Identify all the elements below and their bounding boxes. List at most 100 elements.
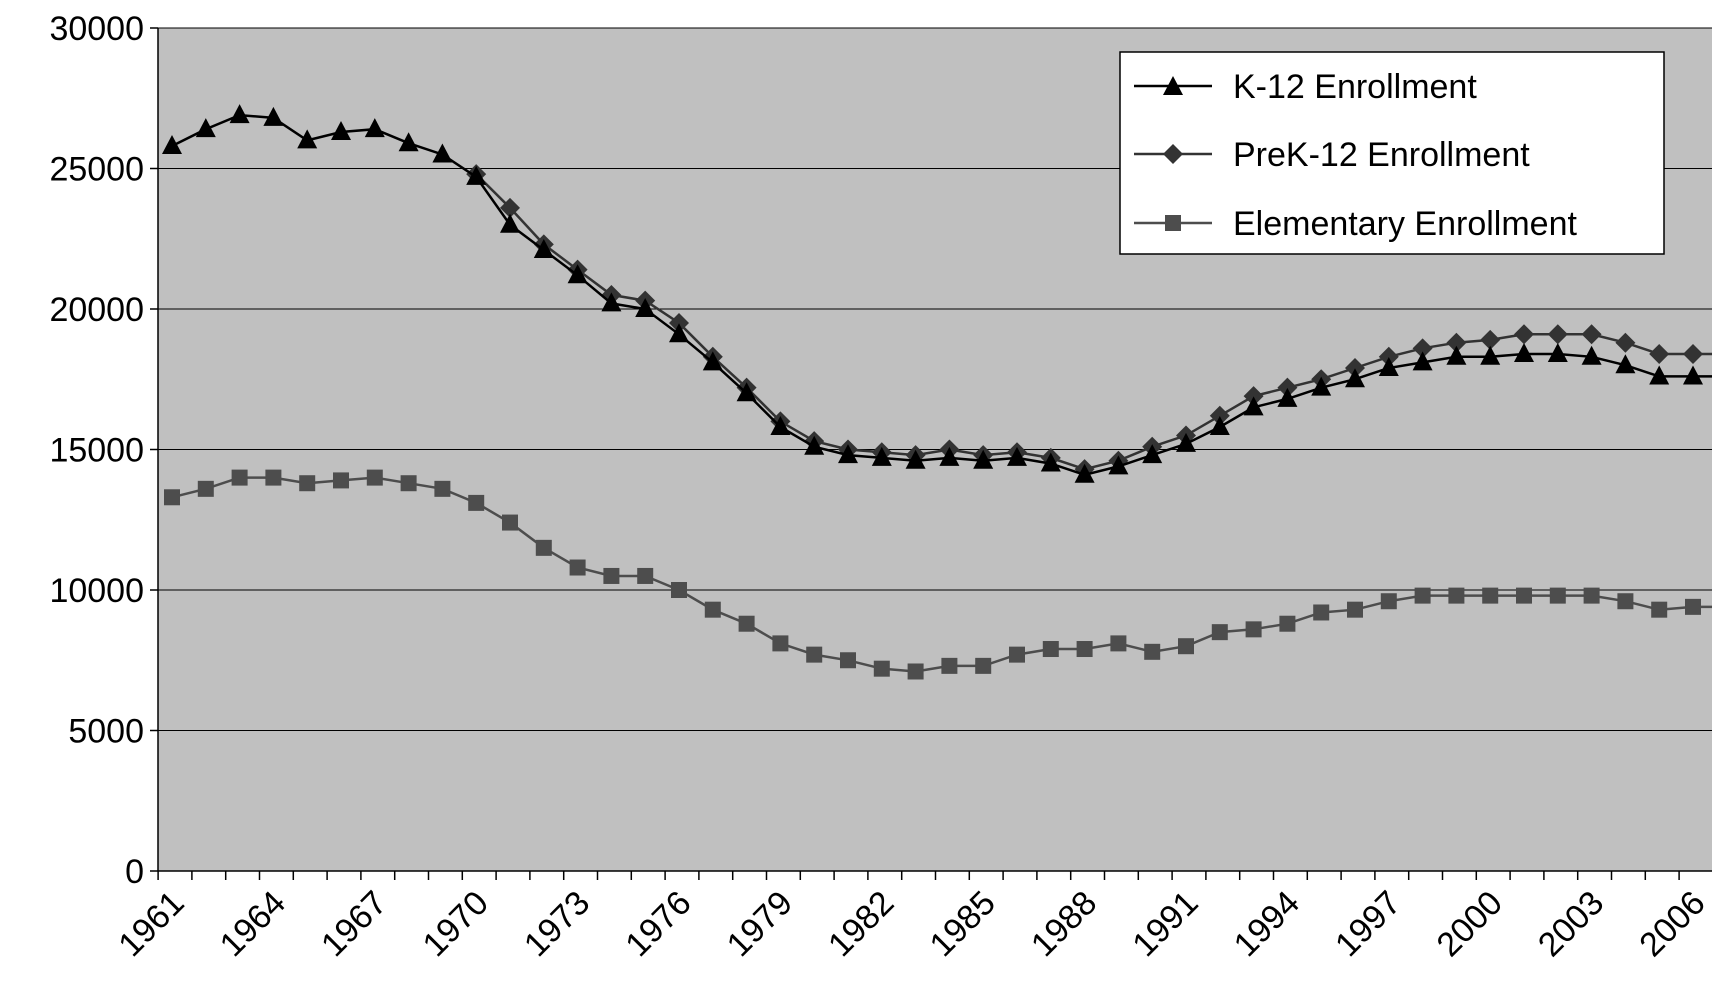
- data-point-elementary: [1042, 641, 1059, 658]
- data-point-k12: [905, 449, 926, 469]
- gridlines: [158, 27, 1712, 731]
- data-point-elementary: [366, 469, 383, 486]
- legend-entry-elementary: Elementary Enrollment: [1134, 205, 1577, 243]
- data-point-elementary: [1110, 635, 1127, 652]
- data-point-prek12: [500, 197, 520, 218]
- legend-label-elementary: Elementary Enrollment: [1233, 205, 1577, 243]
- data-point-elementary: [1009, 646, 1025, 663]
- data-point-elementary: [907, 663, 924, 680]
- data-point-k12: [1378, 357, 1399, 377]
- data-point-elementary: [1651, 601, 1668, 618]
- data-point-k12: [1209, 416, 1230, 436]
- data-point-k12: [1142, 444, 1163, 464]
- data-point-k12: [1412, 351, 1433, 371]
- data-point-elementary: [806, 646, 823, 663]
- data-point-k12: [669, 323, 689, 343]
- series-layer: [162, 104, 1712, 680]
- data-point-elementary: [1617, 593, 1634, 610]
- data-point-prek12: [1412, 338, 1433, 359]
- data-point-k12: [804, 435, 825, 455]
- x-tick-label: 2003: [1531, 884, 1611, 964]
- x-tick-label: 1994: [1227, 884, 1307, 964]
- data-point-elementary: [1347, 601, 1363, 618]
- legend-entry-prek12: PreK-12 Enrollment: [1134, 136, 1530, 174]
- square-marker-icon: [1165, 215, 1181, 231]
- data-point-k12: [838, 444, 858, 464]
- x-tick-label: 1976: [618, 884, 698, 964]
- x-tick-label: 1988: [1024, 884, 1104, 964]
- x-tick-labels: 1961 1964 1967 1970 1973 1976 1979 1982 1985 1988…: [111, 884, 1712, 964]
- data-point-elementary: [1516, 587, 1532, 604]
- data-point-elementary: [772, 635, 789, 652]
- series-k12: [162, 104, 1712, 483]
- data-point-k12: [973, 449, 994, 469]
- data-point-k12: [500, 213, 520, 233]
- data-point-elementary: [941, 657, 958, 674]
- data-point-k12: [871, 446, 892, 466]
- legend-label-k12: K-12 Enrollment: [1233, 68, 1477, 106]
- data-point-elementary: [1448, 587, 1465, 604]
- y-tick-labels: 0 5000 10000 15000 20000 25000 30000: [49, 10, 144, 891]
- data-point-k12: [1615, 354, 1636, 374]
- x-tick-label: 1967: [314, 884, 394, 964]
- data-point-k12: [432, 143, 453, 163]
- data-point-prek12: [1378, 346, 1399, 367]
- x-tick-label: 2006: [1632, 884, 1712, 964]
- data-point-elementary: [1313, 604, 1330, 621]
- x-tick-label: 2000: [1430, 884, 1510, 964]
- data-point-elementary: [265, 469, 282, 486]
- data-point-k12: [1345, 368, 1365, 388]
- data-point-k12: [1108, 455, 1129, 475]
- data-point-k12: [466, 165, 487, 185]
- data-point-k12: [1649, 365, 1670, 385]
- data-point-elementary: [1549, 587, 1566, 604]
- data-point-k12: [1007, 446, 1027, 466]
- data-point-elementary: [164, 489, 180, 506]
- legend: K-12 Enrollment PreK-12 Enrollment Eleme…: [1119, 51, 1665, 255]
- data-point-elementary: [468, 494, 485, 511]
- data-point-elementary: [1414, 587, 1431, 604]
- data-point-k12: [1176, 432, 1196, 452]
- data-point-elementary: [975, 657, 992, 674]
- data-point-prek12: [1547, 324, 1568, 345]
- y-tick-label: 30000: [49, 10, 144, 48]
- data-point-k12: [736, 382, 757, 402]
- triangle-marker-icon: [1163, 76, 1183, 95]
- data-point-elementary: [1211, 624, 1228, 641]
- data-point-prek12: [669, 313, 689, 334]
- x-tick-label: 1970: [416, 884, 496, 964]
- data-point-prek12: [1514, 324, 1534, 345]
- data-point-k12: [297, 129, 318, 149]
- x-tick-label: 1973: [517, 884, 597, 964]
- data-point-elementary: [738, 615, 755, 632]
- data-point-elementary: [333, 472, 349, 489]
- data-point-elementary: [637, 567, 654, 584]
- data-point-prek12: [1345, 358, 1365, 379]
- data-point-k12: [1277, 387, 1298, 407]
- series-elementary: [164, 469, 1712, 680]
- data-point-elementary: [704, 601, 721, 618]
- data-point-k12: [331, 120, 351, 140]
- data-point-prek12: [1683, 343, 1703, 364]
- x-tick-label: 1985: [923, 884, 1003, 964]
- x-tick-label: 1979: [720, 884, 800, 964]
- data-point-elementary: [1076, 641, 1093, 658]
- data-point-elementary: [434, 480, 451, 497]
- data-point-elementary: [1178, 638, 1194, 655]
- data-point-prek12: [1480, 329, 1501, 350]
- data-point-k12: [1480, 345, 1501, 365]
- data-point-elementary: [603, 567, 620, 584]
- data-point-k12: [364, 118, 385, 138]
- data-point-k12: [1040, 452, 1061, 472]
- y-tick-label: 0: [125, 853, 144, 891]
- data-point-elementary: [569, 559, 586, 576]
- data-point-elementary: [400, 475, 417, 492]
- y-tick-label: 15000: [49, 432, 144, 470]
- data-point-elementary: [231, 469, 248, 486]
- x-tick-label: 1997: [1328, 884, 1408, 964]
- diamond-marker-icon: [1163, 144, 1183, 164]
- data-point-k12: [1311, 376, 1332, 396]
- data-point-prek12: [1615, 332, 1636, 353]
- data-point-elementary: [1482, 587, 1499, 604]
- x-tick-label: 1961: [111, 884, 191, 964]
